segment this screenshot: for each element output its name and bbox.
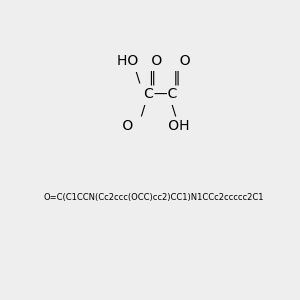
Text: O=C(C1CCN(Cc2ccc(OCC)cc2)CC1)N1CCc2ccccc2C1: O=C(C1CCN(Cc2ccc(OCC)cc2)CC1)N1CCc2ccccc… bbox=[44, 193, 264, 202]
Text: HO   O    O
  \  ‖    ‖
   C—C
  /      \
 O        OH: HO O O \ ‖ ‖ C—C / \ O OH bbox=[117, 54, 190, 134]
